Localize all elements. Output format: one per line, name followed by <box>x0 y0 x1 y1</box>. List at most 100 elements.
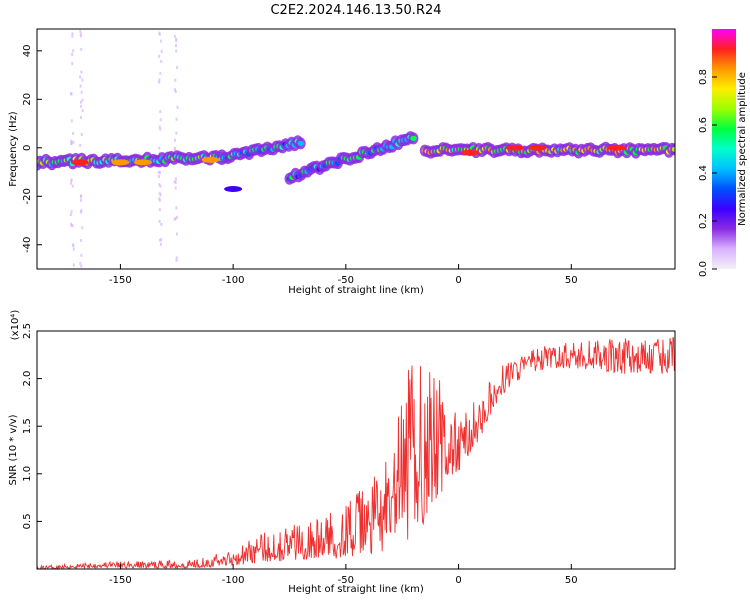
spectrogram-x-tick-label: -100 <box>222 275 245 286</box>
spectrogram-frame <box>36 28 676 270</box>
heat-peak <box>70 159 89 166</box>
heat-streak-cell <box>175 206 178 210</box>
heat-streak-cell <box>160 59 163 63</box>
snr-series <box>36 337 676 571</box>
heat-peak <box>505 144 524 151</box>
colorbar-tick-label: 0.8 <box>698 69 709 85</box>
heat-streak-cell <box>80 264 83 268</box>
heat-streak-cell <box>158 80 161 84</box>
colorbar-gradient <box>712 29 736 269</box>
snr-y-tick-label: 2.0 <box>22 371 33 387</box>
spectrogram-x-tick-label: 50 <box>565 275 578 286</box>
heat-streak-cell <box>79 75 82 79</box>
snr-x-ticks: -150 -100 -50 0 50 <box>109 564 578 586</box>
colorbar-tick-label: 0.6 <box>698 117 709 133</box>
heat-streak-cell <box>70 92 73 96</box>
heat-streak-cell <box>79 116 82 120</box>
heat-streak-cell <box>159 71 162 75</box>
snr-y-tick-label: 1.0 <box>22 466 33 482</box>
spectrogram-panel: -150 -100 -50 0 50 -40 -20 0 20 40 Height of str… <box>8 28 676 296</box>
snr-line <box>36 337 676 571</box>
heat-streak-cell <box>158 54 161 58</box>
snr-x-tick-label: -100 <box>222 575 245 586</box>
heat-streak-cell <box>175 117 178 121</box>
heat-streak-cell <box>72 263 75 267</box>
heat-streak-cell <box>80 194 83 198</box>
heat-streak-cell <box>174 44 177 48</box>
colorbar-tick-label: 0.0 <box>698 261 709 277</box>
spectrogram-x-ticks: -150 -100 -50 0 50 <box>109 264 578 286</box>
heat-streak-cell <box>71 61 74 65</box>
spectrogram-y-ticks: -40 -20 0 20 40 <box>22 44 42 253</box>
heat-streak-cell <box>72 244 75 248</box>
snr-scale-note: (x10⁴) <box>10 310 21 341</box>
heat-streak-cell <box>174 186 177 190</box>
heat-streak-cell <box>80 70 83 74</box>
spectrogram-y-label: Frequency (Hz) <box>8 111 19 187</box>
heat-streak-cell <box>71 184 74 188</box>
spectrogram-heatmap <box>37 30 675 269</box>
heat-streak-cell <box>71 52 74 56</box>
heat-streak-cell <box>173 217 176 221</box>
snr-panel: -150 -100 -50 0 50 0.5 1.0 1.5 2.0 2.5 Height of… <box>8 310 676 595</box>
heat-streak-cell <box>173 180 176 184</box>
heat-streak-cell <box>79 34 82 38</box>
heat-streak-cell <box>79 100 82 104</box>
spectrogram-y-tick-label: -40 <box>22 237 33 253</box>
heat-peak <box>133 159 152 166</box>
heat-streak-cell <box>70 139 73 143</box>
heat-peak <box>201 156 220 163</box>
heat-streak-cell <box>159 193 162 197</box>
heat-streak-cell <box>70 210 73 214</box>
heat-streak-cell <box>157 170 160 174</box>
heat-streak-cell <box>158 32 161 36</box>
heat-streak-cell <box>79 32 82 36</box>
heat-streak-cell <box>159 39 162 43</box>
heat-peak <box>224 186 243 192</box>
heat-streak-cell <box>70 142 73 146</box>
heat-streak-cell <box>175 177 178 181</box>
heat-streak-cell <box>70 119 73 123</box>
heat-streak-cell <box>158 183 161 187</box>
spectrogram-y-tick-label: -20 <box>22 188 33 204</box>
heat-streak-cell <box>175 131 178 135</box>
heat-streak-cell <box>71 224 74 228</box>
spectrogram-x-label: Height of straight line (km) <box>288 285 424 296</box>
heat-streak-cell <box>80 253 83 257</box>
heat-streak-cell <box>80 47 83 51</box>
heat-streak-cell <box>159 170 162 174</box>
heat-streak-cell <box>175 258 178 262</box>
heat-streak-cell <box>71 32 74 36</box>
heat-streak-cell <box>79 84 82 88</box>
heat-streak-cell <box>159 184 162 188</box>
spectrogram-y-tick-label: 40 <box>22 44 33 57</box>
snr-y-tick-label: 2.5 <box>22 323 33 339</box>
snr-y-label: SNR (10 * v/v) <box>8 414 19 485</box>
heat-streak-cell <box>174 90 177 94</box>
heat-streak-cell <box>174 138 177 142</box>
heat-ridge-cell <box>297 140 304 147</box>
heat-streak-cell <box>158 125 161 129</box>
spectrogram-y-tick-label: 20 <box>22 93 33 106</box>
heat-streak-cell <box>72 247 75 251</box>
spectrogram-x-tick-label: 0 <box>455 275 461 286</box>
heat-streak-cell <box>72 132 75 136</box>
heat-streak-cell <box>80 104 83 108</box>
heat-streak-cell <box>175 39 178 43</box>
heat-streak-cell <box>159 110 162 114</box>
heat-streak-cell <box>159 127 162 131</box>
snr-y-tick-label: 1.5 <box>22 418 33 434</box>
heat-streak-cell <box>158 198 161 202</box>
heat-streak-cell <box>71 34 74 38</box>
heat-streak-cell <box>72 140 75 144</box>
heat-ridge-cell <box>410 135 417 141</box>
heat-streak-cell <box>70 178 73 182</box>
heat-streak-cell <box>175 49 178 53</box>
heat-streak-cell <box>79 143 82 147</box>
heat-streak-cell <box>157 174 160 178</box>
heat-streak-cell <box>174 180 177 184</box>
heat-streak-cell <box>158 191 161 195</box>
heat-streak-cell <box>173 88 176 92</box>
heat-streak-cell <box>79 210 82 214</box>
snr-y-ticks: 0.5 1.0 1.5 2.0 2.5 <box>22 323 42 529</box>
